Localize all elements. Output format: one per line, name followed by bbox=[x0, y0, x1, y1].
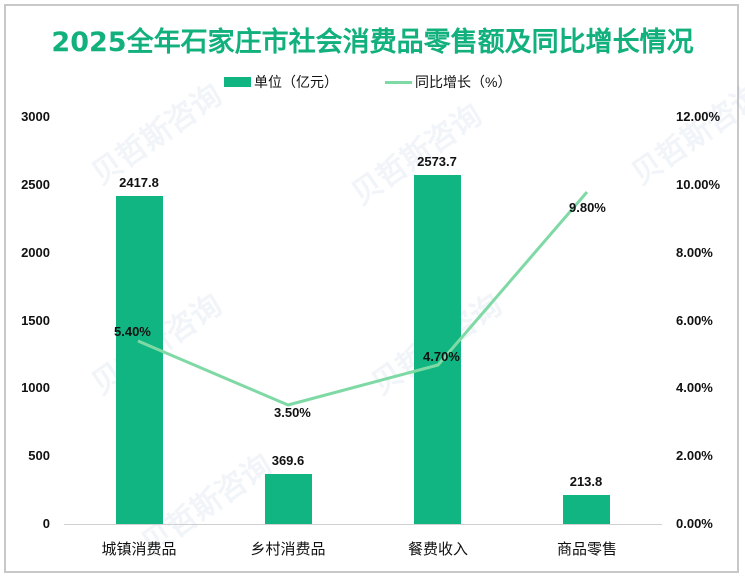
right-axis-tick: 12.00% bbox=[676, 109, 721, 124]
right-axis-tick: 10.00% bbox=[676, 177, 721, 192]
left-axis-tick: 0 bbox=[42, 516, 50, 531]
left-axis-tick: 2000 bbox=[21, 245, 50, 260]
category-label: 餐费收入 bbox=[407, 540, 468, 558]
left-axis-tick: 1500 bbox=[21, 313, 50, 328]
legend-item-bar[interactable]: 单位（亿元） bbox=[224, 72, 338, 92]
right-axis-tick: 6.00% bbox=[676, 313, 713, 328]
left-axis-tick: 2500 bbox=[21, 177, 50, 192]
legend-bar-swatch bbox=[224, 77, 251, 87]
left-axis-tick: 1000 bbox=[21, 380, 50, 395]
legend-item-line[interactable]: 同比增长（%） bbox=[385, 72, 511, 92]
legend-line-swatch bbox=[385, 80, 412, 84]
bar-urban[interactable] bbox=[116, 196, 163, 524]
line-value-label: 9.80% bbox=[569, 200, 606, 215]
left-axis-tick: 500 bbox=[28, 448, 50, 463]
x-axis-baseline bbox=[64, 524, 662, 525]
line-value-label: 3.50% bbox=[274, 405, 311, 420]
line-value-label: 4.70% bbox=[423, 349, 460, 364]
right-axis-tick: 8.00% bbox=[676, 245, 713, 260]
category-label: 乡村消费品 bbox=[250, 540, 326, 558]
bar-value-label: 213.8 bbox=[569, 474, 603, 489]
bar-value-label: 369.6 bbox=[271, 453, 305, 468]
category-label: 城镇消费品 bbox=[101, 540, 177, 558]
right-axis-tick: 0.00% bbox=[676, 516, 713, 531]
legend: 单位（亿元） 同比增长（%） bbox=[0, 72, 745, 92]
left-axis-tick: 3000 bbox=[21, 109, 50, 124]
right-axis-tick: 2.00% bbox=[676, 448, 713, 463]
category-label: 商品零售 bbox=[556, 540, 617, 558]
legend-bar-label: 单位（亿元） bbox=[254, 74, 338, 90]
bar-retail[interactable] bbox=[563, 495, 610, 524]
bar-value-label: 2417.8 bbox=[119, 175, 159, 190]
bar-rural[interactable] bbox=[265, 474, 312, 524]
chart-title: 2025全年石家庄市社会消费品零售额及同比增长情况 bbox=[51, 27, 694, 58]
bar-value-label: 2573.7 bbox=[417, 154, 457, 169]
legend-line-label: 同比增长（%） bbox=[415, 74, 512, 90]
right-axis-tick: 4.00% bbox=[676, 380, 713, 395]
line-value-label: 5.40% bbox=[114, 324, 151, 339]
